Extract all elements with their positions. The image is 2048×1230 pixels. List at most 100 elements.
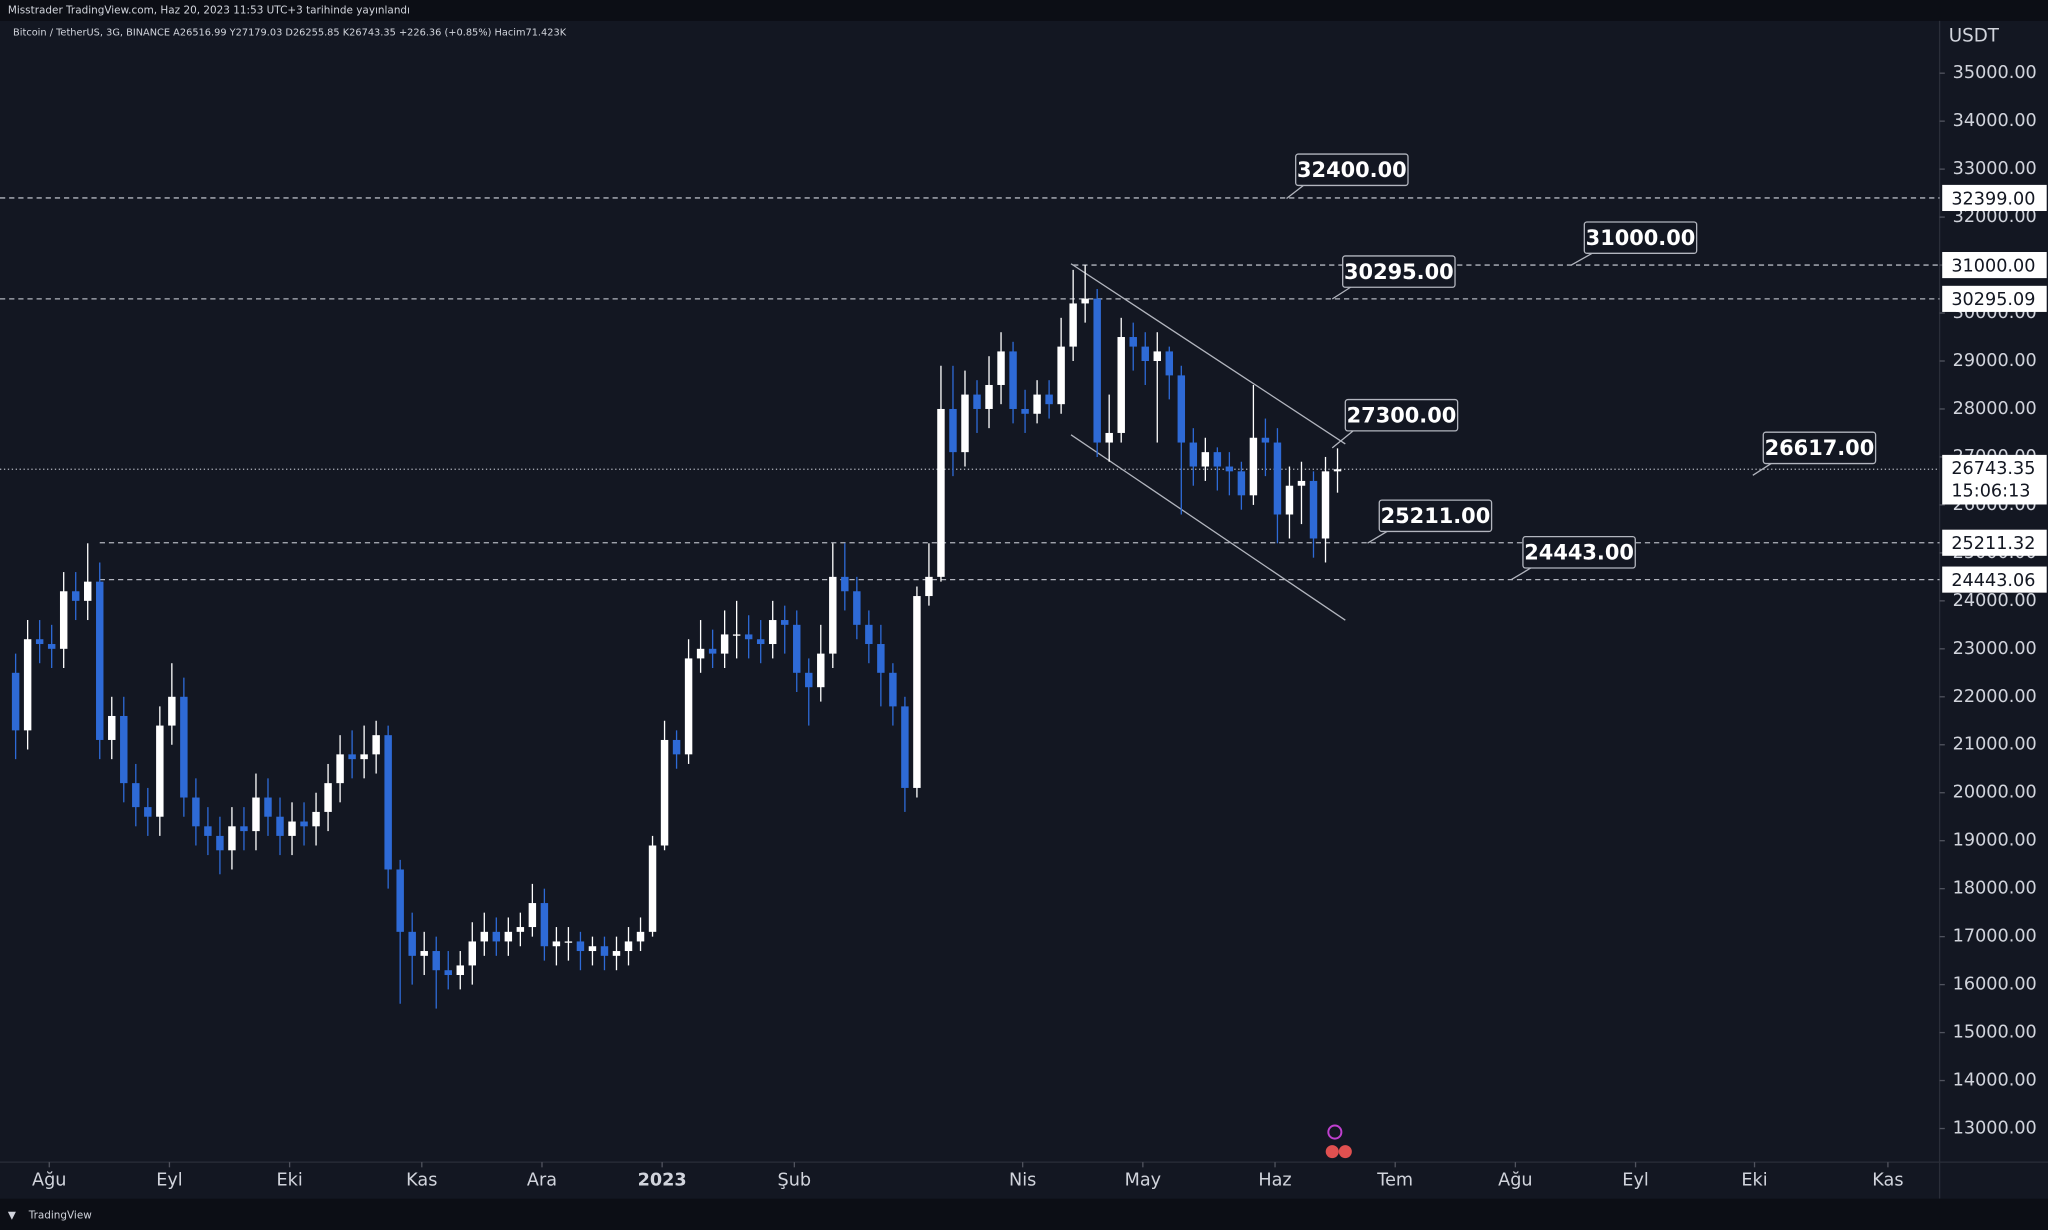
candle-body <box>1093 298 1101 443</box>
callout-text: 26617.00 <box>1765 436 1875 460</box>
candle-body <box>793 624 801 673</box>
price-tag <box>1942 252 2047 279</box>
publisher: Misstrader TradingView.com, Haz 20, 2023… <box>8 4 410 16</box>
candle-body <box>23 639 32 731</box>
callout-box <box>1522 536 1636 569</box>
candle-body <box>324 783 332 812</box>
y-tick-label: 17000.00 <box>1953 927 2037 947</box>
callout-text: 27300.00 <box>1347 404 1457 428</box>
x-tick-label: Nis <box>1009 1170 1036 1190</box>
event-icon <box>1338 1145 1352 1159</box>
candle-body <box>648 845 657 932</box>
candle-body <box>853 591 861 625</box>
candle-body <box>829 576 837 654</box>
chart-layer: 13000.00 14000.00 15000.00 16000.00 17000.00… <box>0 63 2047 1190</box>
candle-body <box>576 941 585 952</box>
candle-body <box>1333 469 1342 472</box>
y-tick-label: 13000.00 <box>1953 1119 2037 1139</box>
candle-body <box>456 965 464 976</box>
footer-brand: TradingView <box>28 1210 93 1222</box>
callout-leader <box>1570 252 1593 266</box>
candle-body <box>180 696 188 798</box>
candle-body <box>588 946 597 952</box>
candle-body <box>612 951 621 956</box>
footer-logo: ▼ <box>8 1210 16 1222</box>
y-tick-label: 29000.00 <box>1953 351 2037 371</box>
callout-leader <box>1367 530 1388 544</box>
candle-body <box>600 946 609 956</box>
candle-body <box>913 596 921 788</box>
price-tag-label: 24443.06 <box>1951 571 2035 591</box>
candle-body <box>744 634 753 640</box>
candle-body <box>192 797 200 827</box>
candle-body <box>552 941 561 947</box>
candle-body <box>1057 346 1065 405</box>
candle-body <box>432 951 440 971</box>
candle-body <box>1261 437 1270 443</box>
x-tick-label: Ağu <box>1498 1170 1532 1190</box>
candle-body <box>1165 351 1174 376</box>
candle-body <box>59 591 68 649</box>
candle-body <box>564 941 573 943</box>
candle-body <box>708 648 717 654</box>
candle-body <box>288 821 296 836</box>
candle-body <box>47 644 56 649</box>
callout-leader <box>1286 184 1304 199</box>
candle-body <box>696 648 705 659</box>
x-tick-label: Ağu <box>32 1170 66 1190</box>
candle-body <box>1237 471 1246 496</box>
candle-body <box>492 931 501 942</box>
candle-body <box>925 576 933 597</box>
price-tag-label: 32399.00 <box>1951 189 2035 209</box>
callout-leader <box>1331 286 1351 300</box>
candle-body <box>1033 394 1041 414</box>
candle-body <box>480 931 489 942</box>
y-tick-label: 20000.00 <box>1953 783 2037 803</box>
candle-body <box>1249 437 1258 496</box>
callout-box <box>1583 221 1698 254</box>
candle-body <box>937 408 945 577</box>
y-tick-label: 21000.00 <box>1953 735 2037 755</box>
candle-body <box>396 869 404 932</box>
candle-body <box>1201 452 1210 467</box>
callout-leader <box>1331 430 1354 449</box>
x-tick-label: Eki <box>1741 1170 1767 1190</box>
x-tick-label: Eki <box>276 1170 302 1190</box>
candle-body <box>540 903 549 947</box>
candle-body <box>865 624 873 645</box>
candle-body <box>1225 466 1234 472</box>
candle-body <box>1141 346 1149 362</box>
y-tick-label: 34000.00 <box>1953 111 2037 131</box>
candle-body <box>1153 351 1161 362</box>
y-tick-label: 22000.00 <box>1953 687 2037 707</box>
candle-body <box>228 826 236 851</box>
price-tag <box>1942 566 2047 593</box>
y-axis-label: USDT <box>1949 26 2000 47</box>
candle-body <box>949 408 957 453</box>
price-tag <box>1942 285 2047 312</box>
y-tick-label: 18000.00 <box>1953 879 2037 899</box>
candle-body <box>877 644 885 673</box>
candle-body <box>276 816 284 836</box>
y-tick-label: 15000.00 <box>1953 1023 2037 1043</box>
x-tick-label: Tem <box>1376 1170 1413 1190</box>
candle-body <box>408 931 416 956</box>
candle-body <box>768 620 777 645</box>
candle-body <box>216 835 224 851</box>
price-tag-label: 25211.32 <box>1951 534 2035 554</box>
callout-leader <box>1752 462 1772 476</box>
candle-body <box>84 581 92 601</box>
x-tick-label: Eyl <box>156 1170 182 1190</box>
candle-body <box>1309 480 1318 539</box>
event-icon <box>1327 1124 1343 1140</box>
candle-body <box>1129 337 1137 347</box>
y-tick-label: 32000.00 <box>1953 207 2037 227</box>
y-tick-label: 28000.00 <box>1953 399 2037 419</box>
callout-box <box>1295 153 1409 187</box>
y-tick-label: 19000.00 <box>1953 831 2037 851</box>
candle-body <box>11 672 20 731</box>
candle-body <box>1273 442 1282 515</box>
price-tag <box>1942 184 2047 212</box>
candle-body <box>684 658 693 755</box>
